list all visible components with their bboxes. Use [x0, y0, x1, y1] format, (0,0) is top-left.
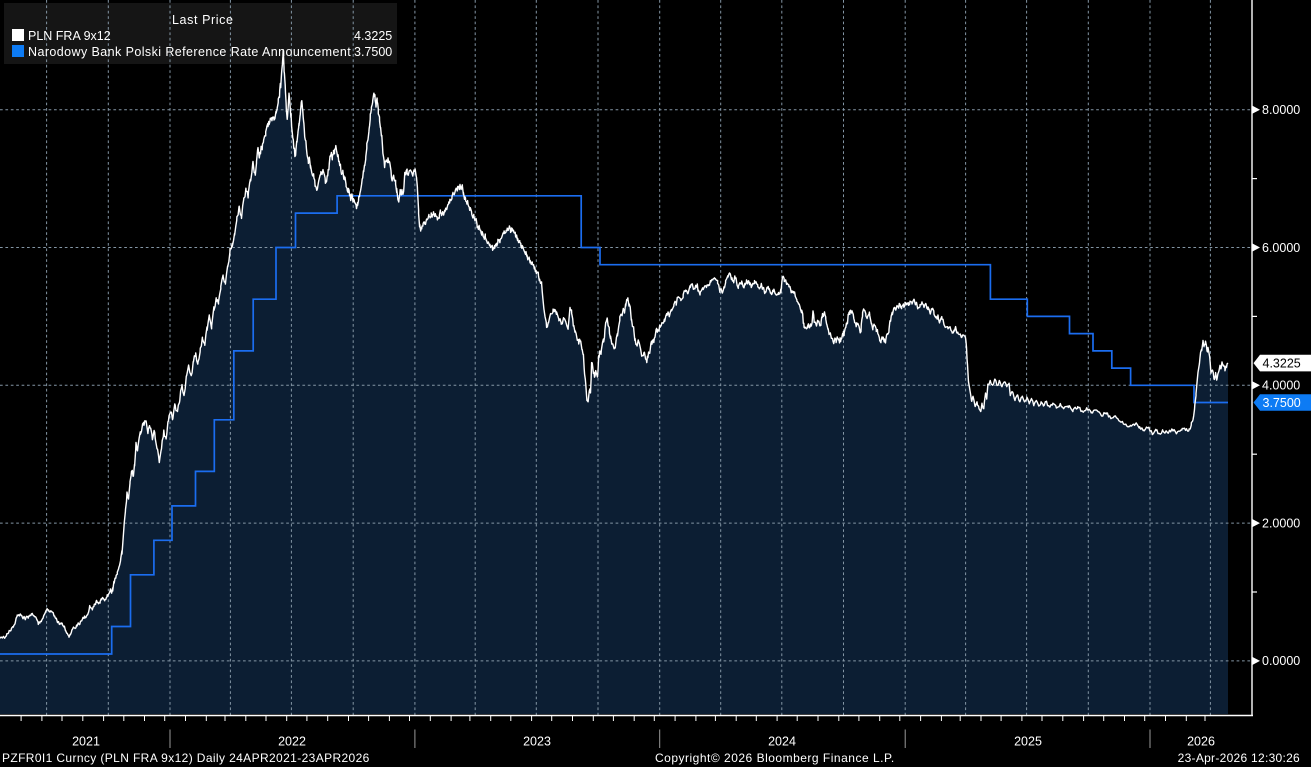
svg-text:2021: 2021 [72, 735, 100, 749]
svg-text:8.0000: 8.0000 [1262, 103, 1300, 117]
svg-text:2024: 2024 [768, 735, 796, 749]
svg-text:2023: 2023 [523, 735, 551, 749]
svg-text:4.0000: 4.0000 [1262, 379, 1300, 393]
svg-text:0.0000: 0.0000 [1262, 654, 1300, 668]
svg-text:2025: 2025 [1014, 735, 1042, 749]
svg-text:6.0000: 6.0000 [1262, 241, 1300, 255]
svg-text:3.7500: 3.7500 [1263, 396, 1301, 410]
svg-text:2026: 2026 [1187, 735, 1215, 749]
svg-text:2022: 2022 [278, 735, 306, 749]
svg-text:4.3225: 4.3225 [1263, 357, 1301, 371]
svg-text:2.0000: 2.0000 [1262, 516, 1300, 530]
